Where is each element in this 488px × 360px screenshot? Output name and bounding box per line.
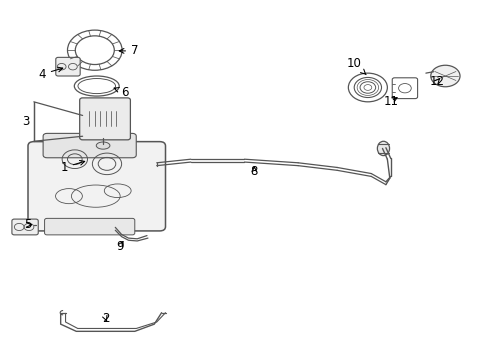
FancyBboxPatch shape [12,219,38,235]
FancyBboxPatch shape [56,57,80,76]
Text: 9: 9 [116,240,123,253]
Text: 1: 1 [60,161,84,174]
Text: 2: 2 [102,311,109,325]
FancyBboxPatch shape [28,141,165,231]
Text: 11: 11 [383,95,397,108]
Ellipse shape [96,142,110,149]
FancyBboxPatch shape [44,219,135,235]
Text: 5: 5 [24,218,31,231]
Text: 7: 7 [119,44,138,57]
Text: 10: 10 [346,57,366,75]
Ellipse shape [377,141,389,156]
Text: 4: 4 [39,67,62,81]
Text: 3: 3 [22,115,30,128]
Text: 8: 8 [250,165,257,177]
Text: 6: 6 [114,86,128,99]
Text: 12: 12 [429,75,444,88]
Circle shape [75,36,114,64]
FancyBboxPatch shape [80,98,130,140]
FancyBboxPatch shape [43,134,136,158]
Circle shape [430,65,459,87]
